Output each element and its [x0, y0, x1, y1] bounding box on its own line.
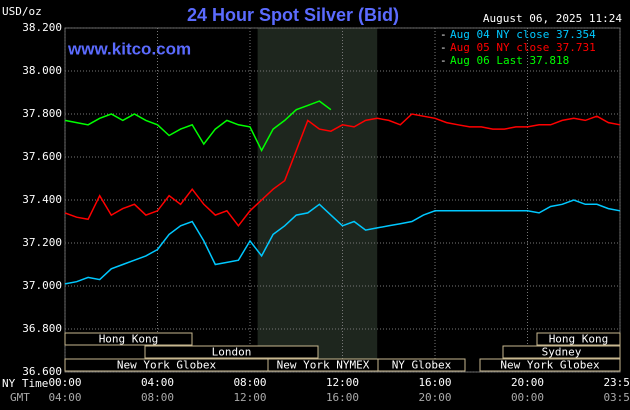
session-bar	[377, 358, 466, 372]
session-bar	[536, 332, 621, 346]
x-tick-label: 16:00	[418, 376, 451, 389]
x2-tick-label: 08:00	[141, 391, 174, 404]
session-bar	[479, 358, 621, 372]
x2-tick-label: 12:00	[233, 391, 266, 404]
series-line	[64, 199, 621, 285]
session-label: Sydney	[542, 346, 582, 359]
x-tick-label: 04:00	[141, 376, 174, 389]
y-tick-label: 37.800	[22, 107, 62, 120]
y-axis-label: USD/oz	[2, 5, 42, 18]
x2-tick-label: 03:59	[603, 391, 630, 404]
session-label: New York NYMEX	[277, 359, 370, 372]
session-label: New York Globex	[117, 359, 217, 372]
x2-axis-label: GMT	[10, 391, 30, 404]
legend-marker: -	[440, 28, 447, 41]
legend-label: Aug 04 NY close 37.354	[450, 28, 596, 41]
x-tick-label: 12:00	[326, 376, 359, 389]
x2-tick-label: 16:00	[326, 391, 359, 404]
x-tick-label: 08:00	[233, 376, 266, 389]
legend-marker: -	[440, 41, 447, 54]
site-label: www.kitco.com	[67, 39, 191, 58]
x-tick-label: 20:00	[511, 376, 544, 389]
series-line	[64, 100, 332, 153]
session-label: Hong Kong	[99, 333, 159, 346]
session-label: NY Globex	[392, 359, 452, 372]
legend-marker: -	[440, 54, 447, 67]
y-tick-label: 37.400	[22, 193, 62, 206]
x-tick-label: 00:00	[48, 376, 81, 389]
x2-tick-label: 04:00	[48, 391, 81, 404]
legend-label: Aug 05 NY close 37.731	[450, 41, 596, 54]
session-bar	[144, 345, 319, 359]
y-tick-label: 37.000	[22, 279, 62, 292]
session-label: New York Globex	[500, 359, 600, 372]
x2-tick-label: 20:00	[418, 391, 451, 404]
session-label: Hong Kong	[549, 333, 609, 346]
timestamp: August 06, 2025 11:24	[483, 12, 622, 25]
session-bar	[502, 345, 621, 359]
y-tick-label: 38.200	[22, 21, 62, 34]
session-label: London	[212, 346, 252, 359]
y-tick-label: 37.200	[22, 236, 62, 249]
session-bar	[64, 332, 193, 346]
y-tick-label: 36.600	[22, 365, 62, 378]
chart-title: 24 Hour Spot Silver (Bid)	[187, 5, 399, 25]
y-tick-label: 38.000	[22, 64, 62, 77]
y-tick-label: 36.800	[22, 322, 62, 335]
y-tick-label: 37.600	[22, 150, 62, 163]
x-tick-label: 23:59	[603, 376, 630, 389]
x2-tick-label: 00:00	[511, 391, 544, 404]
x-axis-label: NY Time	[2, 377, 48, 390]
series-line	[64, 113, 621, 228]
legend-label: Aug 06 Last 37.818	[450, 54, 569, 67]
